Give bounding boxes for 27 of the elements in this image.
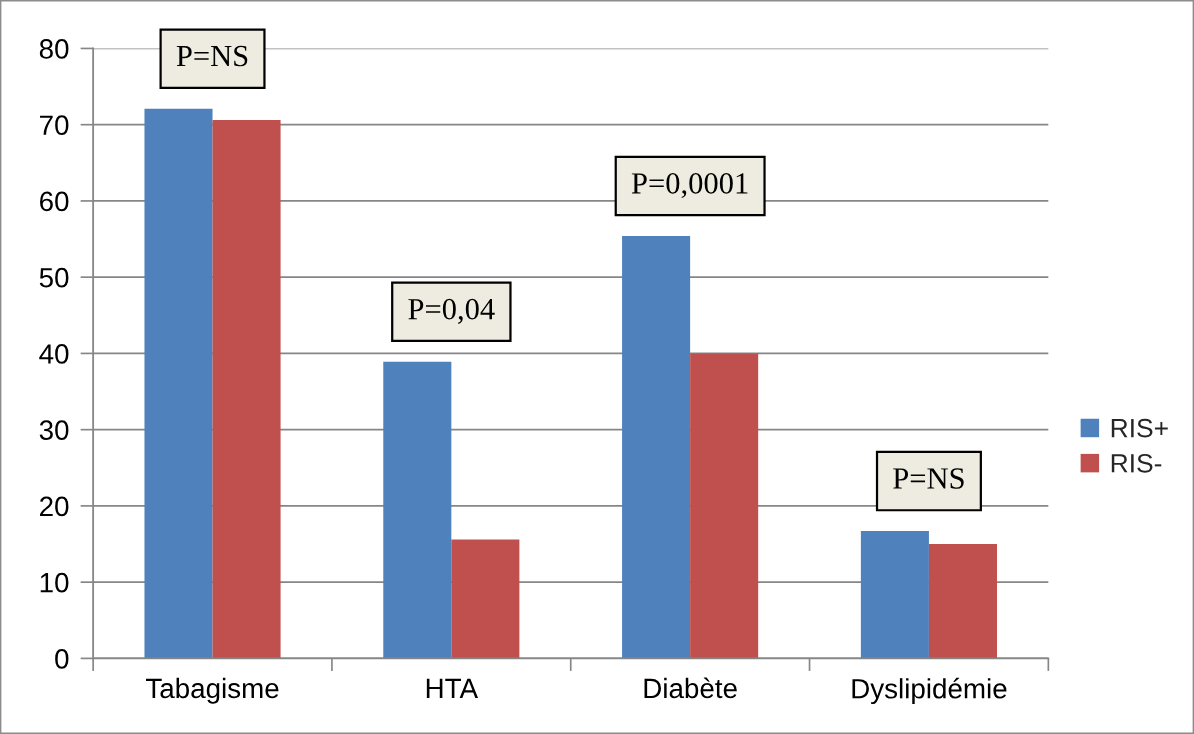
x-tick-label: Tabagisme	[146, 677, 279, 704]
y-tick-label: 30	[39, 420, 69, 440]
x-tick-label: Dyslipidémie	[852, 677, 1007, 705]
annotation: P=NS	[176, 45, 248, 67]
x-tick-label: Diabète	[644, 677, 737, 699]
y-tick-label: 70	[40, 115, 69, 136]
bar	[383, 361, 452, 659]
y-tick-label: 50	[39, 267, 69, 288]
bar	[144, 108, 213, 659]
y-tick-label: 40	[39, 344, 69, 364]
annotation: P=0,0001	[631, 173, 748, 199]
annotation: P=0,04	[408, 298, 495, 324]
y-tick-label: 80	[39, 39, 69, 59]
bar	[212, 120, 281, 659]
x-tick-label: HTA	[426, 678, 479, 698]
y-tick-label: 0	[55, 649, 69, 669]
bar	[451, 539, 520, 659]
y-tick-label: 10	[40, 572, 69, 593]
annotation: P=NS	[893, 468, 964, 489]
y-tick-label: 20	[40, 496, 69, 517]
bar	[860, 531, 929, 659]
legend-label: RIS+	[1111, 418, 1168, 438]
bar	[690, 353, 759, 659]
bar	[928, 544, 997, 659]
bar	[622, 236, 691, 659]
legend-label: RIS-	[1111, 453, 1162, 473]
y-tick-label: 60	[40, 191, 69, 212]
